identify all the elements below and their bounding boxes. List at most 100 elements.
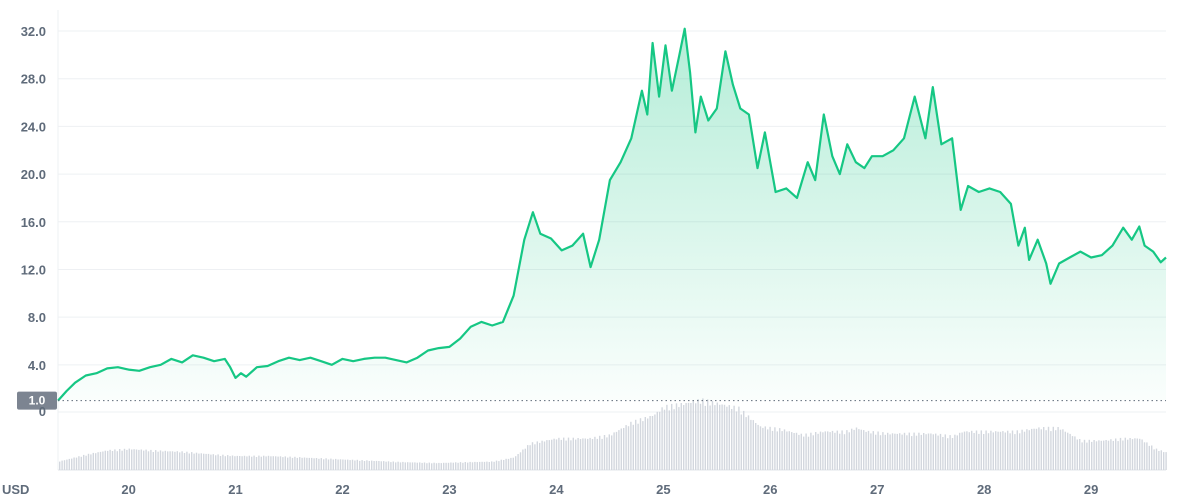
volume-bar (651, 416, 654, 470)
volume-bar (1146, 442, 1148, 470)
x-tick-label: 26 (763, 482, 777, 497)
volume-bar (203, 453, 205, 470)
volume-bar (157, 451, 159, 470)
volume-bar (443, 462, 445, 470)
volume-bar (829, 432, 831, 470)
volume-bar (666, 404, 668, 470)
volume-bar (133, 449, 135, 470)
volume-bar (635, 419, 637, 470)
volume-bar (637, 423, 639, 470)
volume-bar (207, 453, 210, 470)
volume-bar (176, 451, 178, 470)
volume-bar (1112, 440, 1114, 470)
volume-bar (1081, 442, 1083, 470)
currency-label: USD (2, 482, 29, 497)
volume-bar (313, 458, 315, 470)
volume-bar (615, 431, 618, 470)
y-tick-label: 8.0 (28, 310, 46, 325)
volume-bar (959, 432, 961, 470)
volume-bar (1019, 433, 1021, 470)
volume-bar (906, 435, 908, 470)
volume-bar (1067, 432, 1069, 470)
volume-bar (291, 457, 294, 470)
volume-bar (246, 456, 248, 470)
volume-bar (368, 461, 370, 470)
volume-bar (215, 455, 217, 470)
volume-bar (452, 462, 454, 470)
volume-bar (121, 450, 123, 470)
volume-bar (337, 459, 339, 470)
volume-bar (889, 434, 891, 470)
volume-bar (186, 451, 188, 470)
volume-bar (83, 454, 85, 470)
volume-bar (469, 461, 471, 470)
volume-bar (846, 430, 848, 470)
volume-bar (212, 454, 214, 470)
volume-bar (457, 462, 459, 470)
volume-bar (479, 461, 481, 470)
volume-bar (325, 458, 327, 470)
volume-bar (217, 454, 219, 470)
volume-bar (678, 407, 680, 470)
volume-bar (95, 453, 97, 470)
volume-bar (1124, 437, 1126, 470)
volume-bar (942, 437, 944, 470)
volume-bar (625, 425, 627, 470)
volume-bar (419, 462, 421, 470)
volume-bar (428, 462, 430, 470)
volume-bar (399, 462, 402, 470)
volume-bar (1122, 440, 1124, 470)
volume-bar (222, 454, 224, 470)
volume-bar (159, 450, 162, 470)
volume-bar (1038, 427, 1040, 470)
volume-bar (1009, 433, 1011, 470)
volume-bar (519, 452, 522, 470)
volume-bar (767, 429, 769, 470)
volume-bar (983, 434, 985, 470)
volume-bar (582, 438, 584, 470)
volume-bar (937, 435, 939, 470)
volume-bar (1088, 439, 1090, 470)
volume-bar (503, 460, 505, 470)
volume-bar (1014, 434, 1016, 470)
volume-bar (565, 440, 567, 470)
volume-bar (531, 442, 534, 470)
volume-bar (392, 461, 394, 470)
volume-bar (1158, 451, 1160, 470)
volume-bar (265, 456, 267, 470)
volume-bar (1052, 426, 1054, 470)
x-tick-label: 24 (549, 482, 564, 497)
volume-bar (318, 458, 320, 470)
volume-bar (711, 400, 714, 470)
volume-bar (985, 430, 987, 470)
volume-bar (939, 433, 942, 470)
volume-bar (656, 411, 658, 470)
volume-bar (839, 433, 841, 470)
volume-bar (1119, 437, 1122, 470)
volume-bar (992, 432, 994, 470)
volume-bar (596, 438, 598, 470)
volume-bar (411, 462, 414, 470)
volume-bar (975, 430, 978, 470)
volume-bar (539, 442, 541, 470)
volume-bar (349, 460, 351, 470)
volume-bar (654, 414, 656, 470)
volume-bar (1045, 430, 1047, 470)
volume-bar (1062, 429, 1064, 470)
volume-bar (793, 433, 795, 470)
volume-bar (627, 426, 630, 470)
volume-bar (1110, 439, 1112, 470)
volume-bar (1160, 450, 1162, 470)
volume-bar (1093, 440, 1095, 470)
x-tick-label: 25 (656, 482, 670, 497)
volume-bar (714, 405, 716, 470)
volume-bar (867, 430, 870, 470)
volume-bar (891, 433, 894, 470)
volume-bar (570, 440, 572, 470)
x-tick-label: 22 (335, 482, 349, 497)
volume-bar (827, 431, 829, 470)
volume-bar (899, 433, 901, 470)
volume-bar (966, 431, 968, 470)
volume-bar (853, 429, 855, 470)
volume-bar (822, 432, 824, 470)
